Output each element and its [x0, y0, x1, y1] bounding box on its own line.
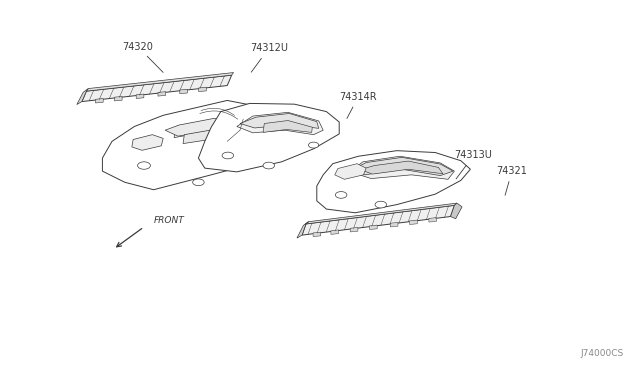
Polygon shape — [198, 103, 339, 172]
Polygon shape — [198, 87, 206, 92]
Text: 74313U: 74313U — [454, 151, 493, 179]
Polygon shape — [158, 92, 166, 96]
Polygon shape — [77, 89, 88, 105]
Polygon shape — [350, 227, 358, 232]
Text: 74314R: 74314R — [340, 92, 377, 118]
Polygon shape — [429, 218, 436, 222]
Polygon shape — [369, 225, 377, 230]
Text: 74312U: 74312U — [250, 44, 288, 72]
Text: FRONT: FRONT — [154, 216, 184, 225]
Polygon shape — [390, 222, 398, 227]
Polygon shape — [82, 75, 232, 102]
Polygon shape — [115, 96, 122, 101]
Polygon shape — [174, 120, 266, 142]
Polygon shape — [136, 94, 144, 99]
Polygon shape — [95, 99, 103, 103]
Circle shape — [222, 152, 234, 159]
Polygon shape — [240, 113, 319, 128]
Polygon shape — [313, 232, 321, 237]
Polygon shape — [132, 135, 163, 150]
Polygon shape — [297, 222, 308, 238]
Polygon shape — [183, 130, 237, 144]
Polygon shape — [102, 100, 294, 190]
Polygon shape — [410, 220, 417, 224]
Text: 74320: 74320 — [122, 42, 163, 73]
Polygon shape — [302, 205, 454, 235]
Polygon shape — [237, 112, 323, 135]
Polygon shape — [350, 156, 454, 179]
Polygon shape — [165, 118, 262, 137]
Circle shape — [263, 162, 275, 169]
Text: 74321: 74321 — [497, 166, 527, 195]
Polygon shape — [306, 203, 457, 224]
Circle shape — [138, 162, 150, 169]
Polygon shape — [86, 73, 234, 91]
Circle shape — [335, 192, 347, 198]
Polygon shape — [360, 161, 443, 174]
Polygon shape — [317, 151, 470, 213]
Polygon shape — [335, 164, 366, 179]
Polygon shape — [451, 203, 462, 219]
Circle shape — [308, 142, 319, 148]
Text: J74000CS: J74000CS — [580, 349, 624, 358]
Circle shape — [193, 179, 204, 186]
Polygon shape — [353, 157, 453, 176]
Polygon shape — [331, 230, 339, 234]
Polygon shape — [180, 89, 188, 94]
Circle shape — [375, 201, 387, 208]
Polygon shape — [263, 121, 312, 132]
